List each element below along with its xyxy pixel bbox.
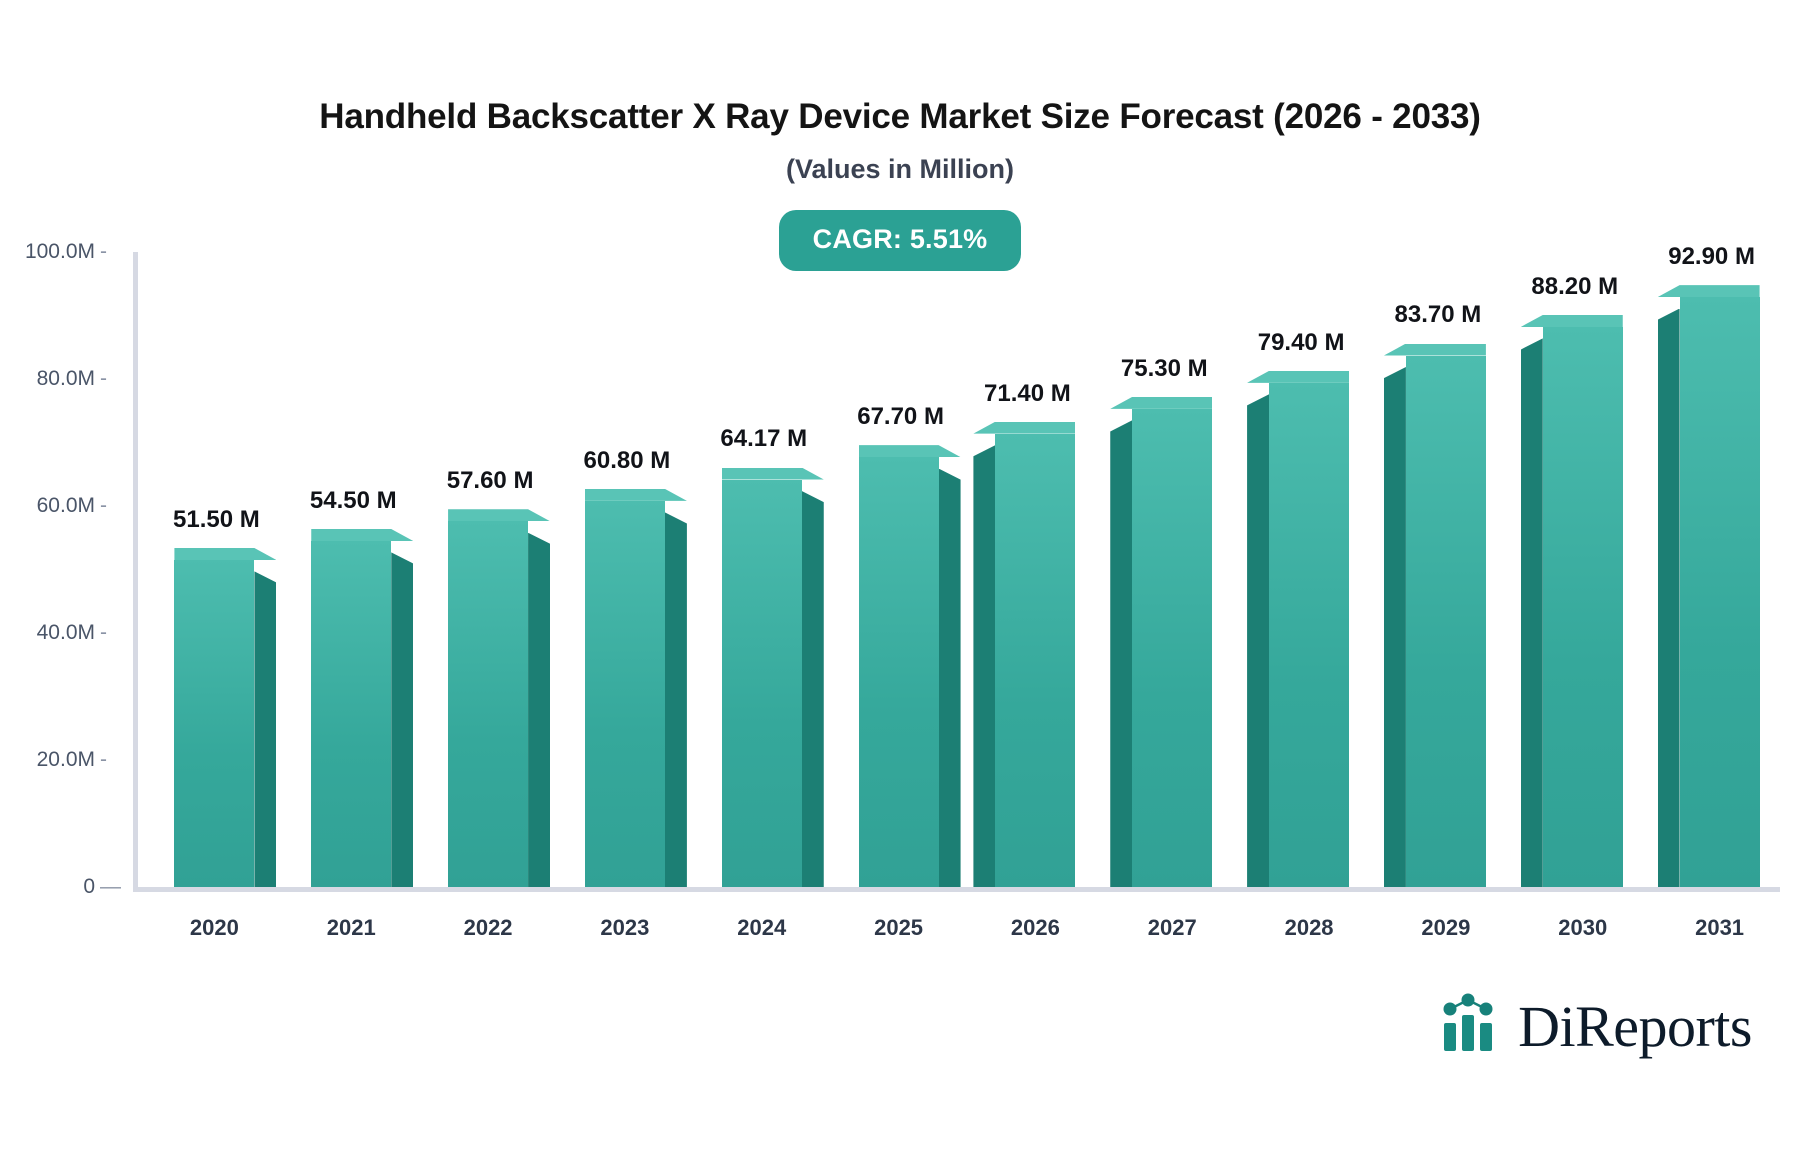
bar-value-label: 83.70 M [1394, 301, 1482, 329]
bar-top-face [1247, 370, 1350, 383]
bar-front-face [1132, 408, 1213, 887]
bar-2028[interactable] [1247, 370, 1350, 887]
bar-top-face [1657, 285, 1760, 298]
bar-front-face [174, 559, 255, 887]
bar-value-label: 57.60 M [446, 467, 534, 495]
bar-side-face [391, 552, 414, 887]
bar-2025[interactable] [858, 445, 961, 887]
bar-side-face [1383, 366, 1406, 887]
bar-2023[interactable] [584, 488, 687, 887]
x-axis-tick-label-2025: 2025 [874, 915, 924, 940]
bar-2030[interactable] [1520, 314, 1623, 887]
bar-2031[interactable] [1657, 285, 1760, 887]
bar-front-face [1269, 382, 1350, 887]
bar-front-face [448, 521, 529, 887]
bar-2021[interactable] [311, 528, 414, 887]
chart-subtitle: (Values in Million) [785, 153, 1015, 184]
bar-front-face [584, 500, 665, 887]
bar-2029[interactable] [1383, 343, 1486, 887]
bar-value-label: 60.80 M [583, 446, 671, 474]
bar-2022[interactable] [448, 509, 551, 887]
x-axis-tick-label-2030: 2030 [1558, 915, 1608, 940]
bar-front-face [1542, 326, 1623, 887]
y-axis-tick-label: 80.0M [36, 367, 95, 390]
bar-top-face [311, 528, 414, 541]
x-axis-tick-label-2026: 2026 [1010, 915, 1060, 940]
bar-front-face [311, 540, 392, 887]
y-axis-tick-label: 40.0M [36, 621, 95, 644]
bar-value-label: 75.30 M [1120, 354, 1208, 382]
logo-text: DiReports [1518, 993, 1752, 1059]
x-axis-tick-label-2023: 2023 [600, 915, 650, 940]
bar-front-face [1679, 297, 1760, 887]
y-axis-tick-label: 60.0M [36, 494, 95, 517]
bar-front-face [721, 479, 802, 887]
bar-top-face [1383, 343, 1486, 356]
x-axis-tick-label-2028: 2028 [1284, 915, 1334, 940]
x-axis-tick-label-2021: 2021 [326, 915, 376, 940]
chart-header: Handheld Backscatter X Ray Device Market… [0, 0, 1800, 272]
bar-2026[interactable] [973, 421, 1076, 887]
y-axis-tick-mark: - [100, 367, 107, 390]
bar-front-face [858, 457, 939, 887]
x-axis-tick-label-2031: 2031 [1695, 915, 1745, 940]
y-axis-tick-label: 20.0M [36, 748, 95, 771]
y-axis-tick-mark: - [100, 621, 107, 644]
bar-top-face [858, 445, 961, 458]
x-axis-tick-label-2029: 2029 [1421, 915, 1471, 940]
bar-2020[interactable] [174, 547, 277, 887]
bar-2027[interactable] [1110, 396, 1213, 887]
bar-top-face [448, 509, 551, 522]
x-axis-tick-label-2022: 2022 [463, 915, 513, 940]
bar-side-face [1520, 338, 1543, 887]
bar-side-face [1247, 394, 1270, 887]
x-axis-tick-label-2020: 2020 [189, 915, 239, 940]
y-axis-tick-mark: - [100, 494, 107, 517]
bar-2024[interactable] [721, 467, 824, 887]
y-axis-tick-mark: - [100, 748, 107, 771]
bar-value-label: 54.50 M [309, 486, 397, 514]
bar-side-face [528, 532, 551, 887]
brand-logo: DiReports [1442, 993, 1752, 1060]
bar-chart-icon [1442, 993, 1512, 1060]
bar-side-face [938, 468, 961, 887]
y-axis-tick-mark: — [100, 875, 121, 898]
bar-top-face [174, 547, 277, 560]
bar-value-label: 79.40 M [1257, 328, 1345, 356]
bar-value-label: 88.20 M [1531, 272, 1619, 300]
bar-front-face [995, 433, 1076, 887]
bar-side-face [801, 490, 824, 887]
bar-side-face [664, 512, 687, 887]
bar-side-face [254, 571, 277, 887]
bar-value-label: 64.17 M [720, 425, 808, 453]
x-axis-line [133, 887, 1780, 892]
y-axis-tick-label: 0 [83, 875, 95, 898]
bar-side-face [973, 445, 996, 887]
bar-front-face [1405, 355, 1486, 887]
cagr-badge-container: CAGR: 5.51% [0, 210, 1800, 272]
x-axis-tick-label-2024: 2024 [737, 915, 787, 940]
bar-top-face [1520, 314, 1623, 327]
status-badge-cagr: CAGR: 5.51% [778, 210, 1022, 272]
bar-top-face [1110, 396, 1213, 409]
bar-value-label: 51.50 M [173, 505, 260, 533]
bar-value-label: 71.40 M [984, 379, 1071, 407]
bar-top-face [721, 467, 824, 480]
bar-top-face [584, 488, 687, 501]
x-axis-tick-label-2027: 2027 [1147, 915, 1197, 940]
bar-side-face [1657, 308, 1680, 887]
bar-side-face [1110, 420, 1133, 887]
page-title: Handheld Backscatter X Ray Device Market… [319, 97, 1481, 136]
bar-value-label: 67.70 M [857, 403, 944, 430]
bar-top-face [973, 421, 1076, 434]
y-axis-line [133, 252, 138, 890]
